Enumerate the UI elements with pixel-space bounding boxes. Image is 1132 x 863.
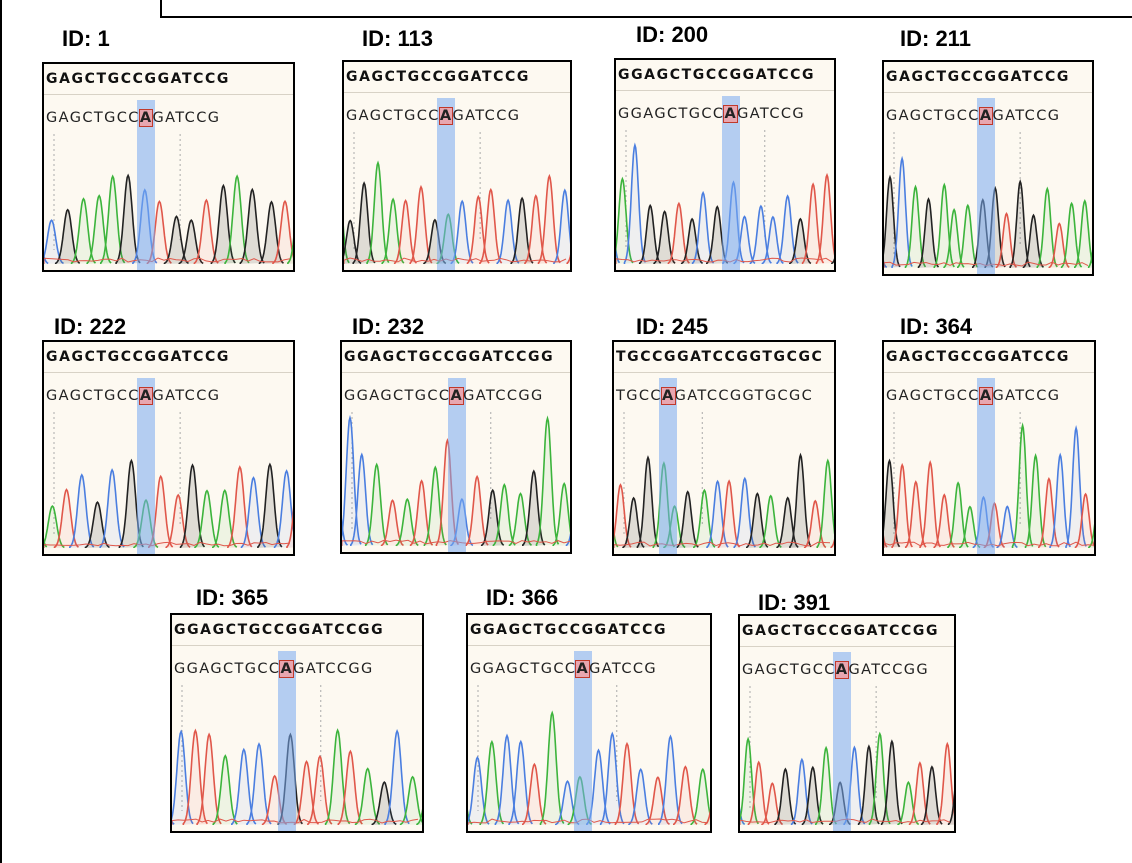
sample-id: ID: 222 — [54, 314, 126, 340]
sequence-before: TGCC — [616, 388, 662, 404]
figure: ID: 1GAGCTGCCGGATCCGGAGCTGCCAGATCCGID: 1… — [0, 0, 1132, 863]
sequence-after: GATCCG — [152, 388, 220, 404]
variant-base: A — [280, 661, 293, 677]
sample-sequence: GAGCTGCCAGATCCG — [44, 106, 220, 130]
trace-peak — [367, 163, 389, 264]
sequence-after: GATCCGGTGCGC — [675, 388, 814, 404]
sample-id: ID: 365 — [196, 585, 268, 611]
variant-base: A — [576, 661, 589, 677]
trace-peak — [213, 756, 237, 825]
sample-sequence: GGAGCTGCCAGATCCG — [616, 102, 805, 126]
trace-peak — [760, 496, 781, 548]
trace — [44, 342, 293, 554]
frame-top — [160, 16, 1132, 18]
sample-sequence: GAGCTGCCAGATCCG — [44, 384, 220, 408]
variant-base: A — [724, 106, 737, 122]
sample-sequence: TGCCAGATCCGGTGCGC — [614, 384, 813, 408]
sample-sequence: GAGCTGCCAGATCCG — [344, 104, 520, 128]
trace-peak — [674, 767, 697, 825]
sequence-after: GATCCGG — [463, 388, 544, 404]
sequence-before: GGAGCTGCC — [344, 388, 450, 404]
sample-id: ID: 232 — [352, 314, 424, 340]
sample-sequence: GGAGCTGCCAGATCCGG — [172, 657, 374, 681]
trace-peak — [541, 713, 564, 825]
sample-sequence: GGAGCTGCCAGATCCGG — [342, 384, 544, 408]
sample-id: ID: 200 — [636, 22, 708, 48]
variant-base: A — [140, 388, 153, 404]
variant-base: A — [980, 388, 993, 404]
sample-sequence: GGAGCTGCCAGATCCG — [468, 657, 657, 681]
trace-peak — [100, 470, 124, 548]
trace-peak — [677, 492, 698, 548]
sequence-after: GATCCG — [992, 388, 1060, 404]
sequence-after: GATCCGG — [293, 661, 374, 677]
trace-peak — [466, 477, 488, 546]
sample-id: ID: 1 — [62, 26, 110, 52]
sequence-before: GGAGCTGCC — [618, 106, 724, 122]
trace-peak — [637, 457, 658, 548]
sample-sequence: GAGCTGCCAGATCCGG — [740, 658, 929, 682]
sequence-before: GAGCTGCC — [46, 110, 140, 126]
sequence-after: GATCCG — [589, 661, 657, 677]
trace-peak — [1075, 201, 1092, 268]
sequence-after: GATCCG — [992, 108, 1060, 124]
variant-base: A — [980, 108, 993, 124]
sequence-before: GAGCTGCC — [742, 662, 836, 678]
trace-peak — [919, 199, 939, 268]
sequence-before: GGAGCTGCC — [174, 661, 280, 677]
trace-peak — [538, 176, 560, 264]
trace-peak — [920, 462, 940, 548]
sequence-after: GATCCG — [737, 106, 805, 122]
sample-sequence: GAGCTGCCAGATCCG — [884, 104, 1060, 128]
trace — [614, 342, 834, 554]
sequence-before: GGAGCTGCC — [470, 661, 576, 677]
variant-base: A — [662, 388, 675, 404]
frame-left — [0, 0, 2, 863]
sample-id: ID: 245 — [636, 314, 708, 340]
sequence-before: GAGCTGCC — [886, 388, 980, 404]
trace-peak — [537, 418, 559, 546]
trace — [44, 64, 293, 270]
trace-peak — [624, 145, 645, 264]
sequence-after: GATCCGG — [848, 662, 929, 678]
trace-peak — [937, 744, 954, 825]
sequence-after: GATCCG — [152, 110, 220, 126]
sequence-before: GAGCTGCC — [346, 108, 440, 124]
trace-peak — [775, 769, 796, 825]
chromatogram-panel: TGCCGGATCCGGTGCGCTGCCAGATCCGGTGCGC — [612, 340, 836, 556]
frame-tab — [160, 0, 162, 18]
variant-base: A — [450, 388, 463, 404]
variant-base: A — [440, 108, 453, 124]
trace-peak — [366, 465, 388, 547]
sequence-before: GAGCTGCC — [886, 108, 980, 124]
trace-peak — [1050, 455, 1070, 548]
trace-peak — [240, 190, 264, 265]
sample-sequence: GAGCTGCCAGATCCG — [884, 384, 1060, 408]
trace-peak — [790, 455, 811, 548]
sample-id: ID: 366 — [486, 585, 558, 611]
sequence-after: GATCCG — [452, 108, 520, 124]
chromatogram-panel: GAGCTGCCGGATCCGGAGCTGCCAGATCCG — [882, 60, 1094, 276]
sample-id: ID: 211 — [900, 26, 971, 52]
sequence-before: GAGCTGCC — [46, 388, 140, 404]
variant-base: A — [140, 110, 153, 126]
variant-base: A — [836, 662, 849, 678]
sample-id: ID: 391 — [758, 590, 830, 616]
sample-id: ID: 113 — [362, 26, 433, 52]
trace — [344, 62, 570, 270]
trace — [172, 615, 422, 831]
trace-peak — [958, 205, 978, 268]
sample-id: ID: 364 — [900, 314, 972, 340]
